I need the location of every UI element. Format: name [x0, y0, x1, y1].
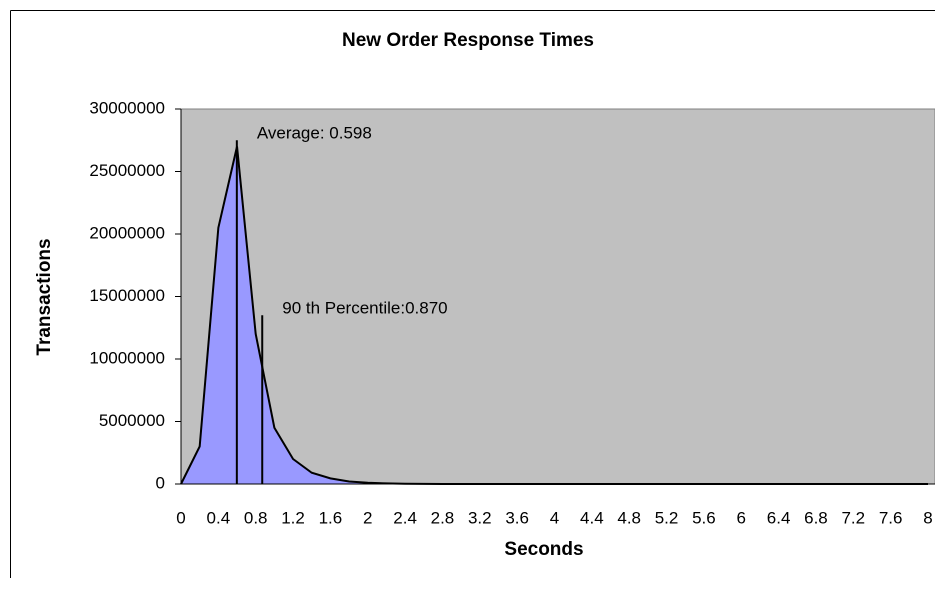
x-tick-label: 2.8: [431, 508, 455, 527]
x-tick-label: 4.8: [617, 508, 641, 527]
y-tick-label: 10000000: [89, 348, 165, 367]
x-tick-label: 6.8: [804, 508, 828, 527]
x-tick-label: 2: [363, 508, 372, 527]
y-tick-label: 20000000: [89, 223, 165, 242]
x-tick-label: 1.6: [319, 508, 343, 527]
y-axis-title: Transactions: [34, 238, 55, 355]
annotation-label: 90 th Percentile:0.870: [282, 299, 447, 318]
y-tick-label: 15000000: [89, 286, 165, 305]
annotation-label: Average: 0.598: [257, 124, 372, 143]
x-tick-label: 6: [737, 508, 746, 527]
y-tick-label: 5000000: [99, 411, 165, 430]
x-tick-label: 5.6: [692, 508, 716, 527]
x-tick-label: 0.8: [244, 508, 268, 527]
y-tick-label: 25000000: [89, 161, 165, 180]
x-tick-label: 4.4: [580, 508, 604, 527]
x-tick-label: 3.2: [468, 508, 492, 527]
x-tick-label: 3.6: [505, 508, 529, 527]
x-tick-label: 5.2: [655, 508, 679, 527]
x-tick-label: 4: [550, 508, 559, 527]
x-tick-label: 7.6: [879, 508, 903, 527]
x-tick-label: 0: [176, 508, 185, 527]
x-tick-label: 2.4: [393, 508, 417, 527]
x-tick-label: 6.4: [767, 508, 791, 527]
area: [181, 146, 928, 484]
plot-area: [180, 108, 935, 485]
y-tick-label: 30000000: [89, 98, 165, 117]
x-tick-label: 7.2: [841, 508, 865, 527]
y-tick-label: 0: [156, 473, 165, 492]
x-tick-label: 1.2: [281, 508, 305, 527]
x-tick-label: 8: [923, 508, 932, 527]
x-axis-title: Seconds: [504, 539, 583, 560]
chart-title: New Order Response Times: [342, 30, 594, 51]
x-tick-label: 0.4: [207, 508, 231, 527]
